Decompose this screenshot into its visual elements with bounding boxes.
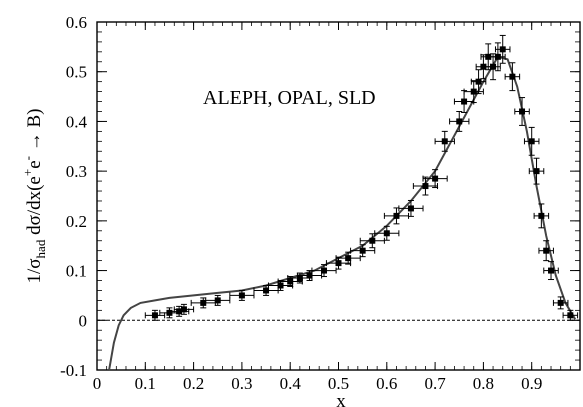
data-point-marker	[475, 78, 482, 85]
data-points	[144, 34, 579, 321]
data-point	[562, 309, 579, 321]
data-point	[144, 309, 166, 321]
data-point-marker	[393, 212, 400, 219]
data-point-marker	[441, 138, 448, 145]
data-point	[543, 261, 559, 281]
data-point-marker	[359, 247, 366, 254]
data-point-marker	[470, 88, 477, 95]
data-point-marker	[263, 287, 270, 294]
data-point-marker	[335, 260, 342, 267]
y-tick-label: 0.1	[66, 262, 87, 281]
axis-ticks	[96, 21, 581, 371]
y-tick-label: -0.1	[60, 361, 87, 380]
data-point	[434, 130, 455, 152]
data-point-marker	[509, 73, 516, 80]
y-tick-labels: -0.1 0 0.1 0.2 0.3 0.4 0.5 0.6	[60, 13, 87, 380]
data-point-marker	[533, 168, 540, 175]
y-tick-label: 0.5	[66, 63, 87, 82]
y-tick-label: 0.6	[66, 13, 87, 32]
data-point-marker	[383, 230, 390, 237]
annotation-experiments: ALEPH, OPAL, SLD	[203, 87, 376, 109]
data-point	[350, 244, 376, 258]
data-point	[552, 296, 569, 310]
data-point-marker	[277, 282, 284, 289]
data-point	[374, 225, 400, 241]
data-point	[311, 264, 337, 278]
data-point	[335, 251, 361, 265]
data-point-marker	[499, 46, 506, 53]
data-point	[533, 203, 550, 229]
data-point-marker	[485, 53, 492, 60]
data-point-marker	[296, 275, 303, 282]
data-point	[449, 110, 470, 132]
data-point	[383, 207, 410, 225]
data-point-marker	[407, 205, 414, 212]
data-point-marker	[238, 292, 245, 299]
data-point-marker	[461, 98, 468, 105]
data-point-marker	[176, 308, 183, 315]
data-point	[173, 303, 195, 315]
data-point	[490, 42, 506, 72]
data-point-marker	[432, 175, 439, 182]
x-tick-label: 0.7	[424, 374, 446, 393]
x-tick-label: 0.2	[183, 374, 204, 393]
data-point-marker	[567, 312, 574, 319]
data-point-marker	[494, 53, 501, 60]
y-tick-label: 0.2	[66, 212, 87, 231]
data-point-marker	[519, 108, 526, 115]
x-tick-label: 0.8	[473, 374, 494, 393]
data-point	[494, 34, 511, 64]
y-axis-title: 1/σhad dσ/dx(e+e- → B)	[20, 109, 48, 284]
data-point	[190, 297, 216, 309]
x-tick-label: 0.9	[521, 374, 542, 393]
x-tick-label: 0.5	[328, 374, 349, 393]
y-tick-label: 0.3	[66, 162, 87, 181]
data-point-marker	[548, 267, 555, 274]
data-point-marker	[306, 272, 313, 279]
data-point	[229, 289, 255, 301]
data-point-marker	[200, 299, 207, 306]
data-point-marker	[321, 267, 328, 274]
data-point	[538, 240, 554, 262]
data-point	[398, 199, 424, 217]
data-point	[422, 169, 448, 189]
y-tick-label: 0.4	[66, 112, 88, 131]
data-point-marker	[528, 138, 535, 145]
data-point-marker	[345, 255, 352, 262]
x-tick-label: 0.3	[231, 374, 252, 393]
data-point-marker	[490, 63, 497, 70]
x-tick-label: 0.1	[135, 374, 156, 393]
data-point-marker	[151, 312, 158, 319]
data-point	[253, 284, 279, 296]
data-point-marker	[557, 299, 564, 306]
data-point-marker	[180, 306, 187, 313]
data-point-marker	[543, 247, 550, 254]
data-point-marker	[369, 237, 376, 244]
data-point	[504, 62, 521, 92]
data-point-marker	[538, 212, 545, 219]
data-point	[205, 294, 231, 306]
x-tick-label: 0.4	[280, 374, 302, 393]
x-tick-label: 0.6	[376, 374, 397, 393]
data-point-marker	[456, 118, 463, 125]
x-axis-title: x	[336, 391, 346, 407]
data-point	[523, 126, 540, 156]
y-tick-label: 0	[79, 311, 88, 330]
data-point-marker	[480, 63, 487, 70]
data-point-marker	[287, 278, 294, 285]
data-point-marker	[422, 183, 429, 190]
data-point	[514, 97, 530, 126]
x-tick-label: 0	[93, 374, 102, 393]
data-point	[528, 157, 545, 185]
x-tick-labels: 0 0.1 0.2 0.3 0.4 0.5 0.6 0.7 0.8 0.9	[93, 374, 543, 393]
data-point-marker	[214, 297, 221, 304]
